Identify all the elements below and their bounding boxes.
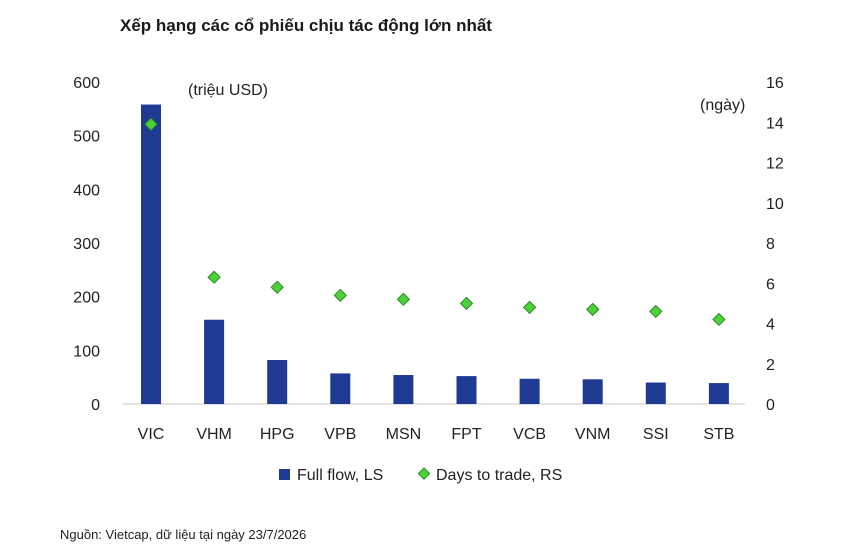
marker-vnm — [585, 302, 600, 317]
bar-fpt — [456, 376, 477, 404]
chart-title: Xếp hạng các cổ phiếu chịu tác động lớn … — [120, 16, 492, 35]
x-tick-label: STB — [703, 426, 734, 443]
right-tick-label: 0 — [766, 397, 775, 414]
marker-msn — [396, 292, 411, 307]
right-tick-label: 10 — [766, 196, 784, 213]
x-tick-label: VNM — [575, 426, 611, 443]
right-tick-label: 2 — [766, 357, 775, 374]
x-tick-label: VCB — [513, 426, 546, 443]
chart: 0 100 200 300 400 500 600 0 2 4 6 8 10 12 14 16 VIC VHM… — [73, 75, 784, 484]
legend: Full flow, LS Days to trade, RS — [279, 467, 562, 484]
right-axis-unit: (ngày) — [700, 97, 745, 114]
bar-vpb — [330, 373, 351, 404]
right-tick-label: 4 — [766, 317, 775, 334]
left-tick-label: 100 — [73, 343, 100, 360]
bar-ssi — [645, 382, 666, 404]
bar-vcb — [519, 378, 540, 404]
left-tick-label: 0 — [91, 397, 100, 414]
legend-marker-label: Days to trade, RS — [436, 467, 562, 484]
marker-vic — [144, 117, 158, 131]
x-axis-labels: VIC VHM HPG VPB MSN FPT VCB VNM SSI STB — [138, 426, 735, 443]
bar-vic — [141, 104, 161, 404]
marker-vcb — [522, 300, 537, 315]
marker-hpg — [270, 280, 284, 294]
left-tick-label: 300 — [73, 236, 100, 253]
bar-vnm — [582, 379, 603, 404]
x-tick-label: VIC — [138, 426, 165, 443]
bar-hpg — [267, 359, 288, 404]
right-axis-ticks: 0 2 4 6 8 10 12 14 16 — [766, 75, 784, 414]
bar-stb — [708, 383, 729, 404]
x-tick-label: MSN — [386, 426, 422, 443]
x-tick-label: HPG — [260, 426, 295, 443]
marker-stb — [712, 312, 726, 327]
right-tick-label: 12 — [766, 156, 784, 173]
right-tick-label: 6 — [766, 276, 775, 293]
legend-marker-swatch — [417, 467, 431, 481]
left-tick-label: 500 — [73, 129, 100, 146]
legend-bar-label: Full flow, LS — [297, 467, 383, 484]
x-tick-label: FPT — [451, 426, 481, 443]
x-tick-label: SSI — [643, 426, 669, 443]
marker-vpb — [333, 288, 348, 303]
x-tick-label: VHM — [196, 426, 232, 443]
bars — [141, 104, 729, 404]
legend-bar-swatch — [279, 469, 290, 480]
marker-ssi — [649, 304, 663, 319]
x-tick-label: VPB — [324, 426, 356, 443]
bar-msn — [393, 375, 414, 404]
marker-vhm — [207, 270, 221, 284]
right-tick-label: 8 — [766, 236, 775, 253]
right-tick-label: 14 — [766, 115, 784, 132]
right-tick-label: 16 — [766, 75, 784, 92]
source-note: Nguồn: Vietcap, dữ liệu tại ngày 23/7/20… — [60, 527, 307, 542]
left-tick-label: 200 — [73, 290, 100, 307]
markers — [144, 117, 726, 327]
left-axis-unit: (triệu USD) — [188, 82, 268, 99]
left-tick-label: 400 — [73, 182, 100, 199]
bar-vhm — [204, 319, 225, 404]
marker-fpt — [459, 296, 474, 311]
left-axis-ticks: 0 100 200 300 400 500 600 — [73, 75, 100, 414]
left-tick-label: 600 — [73, 75, 100, 92]
